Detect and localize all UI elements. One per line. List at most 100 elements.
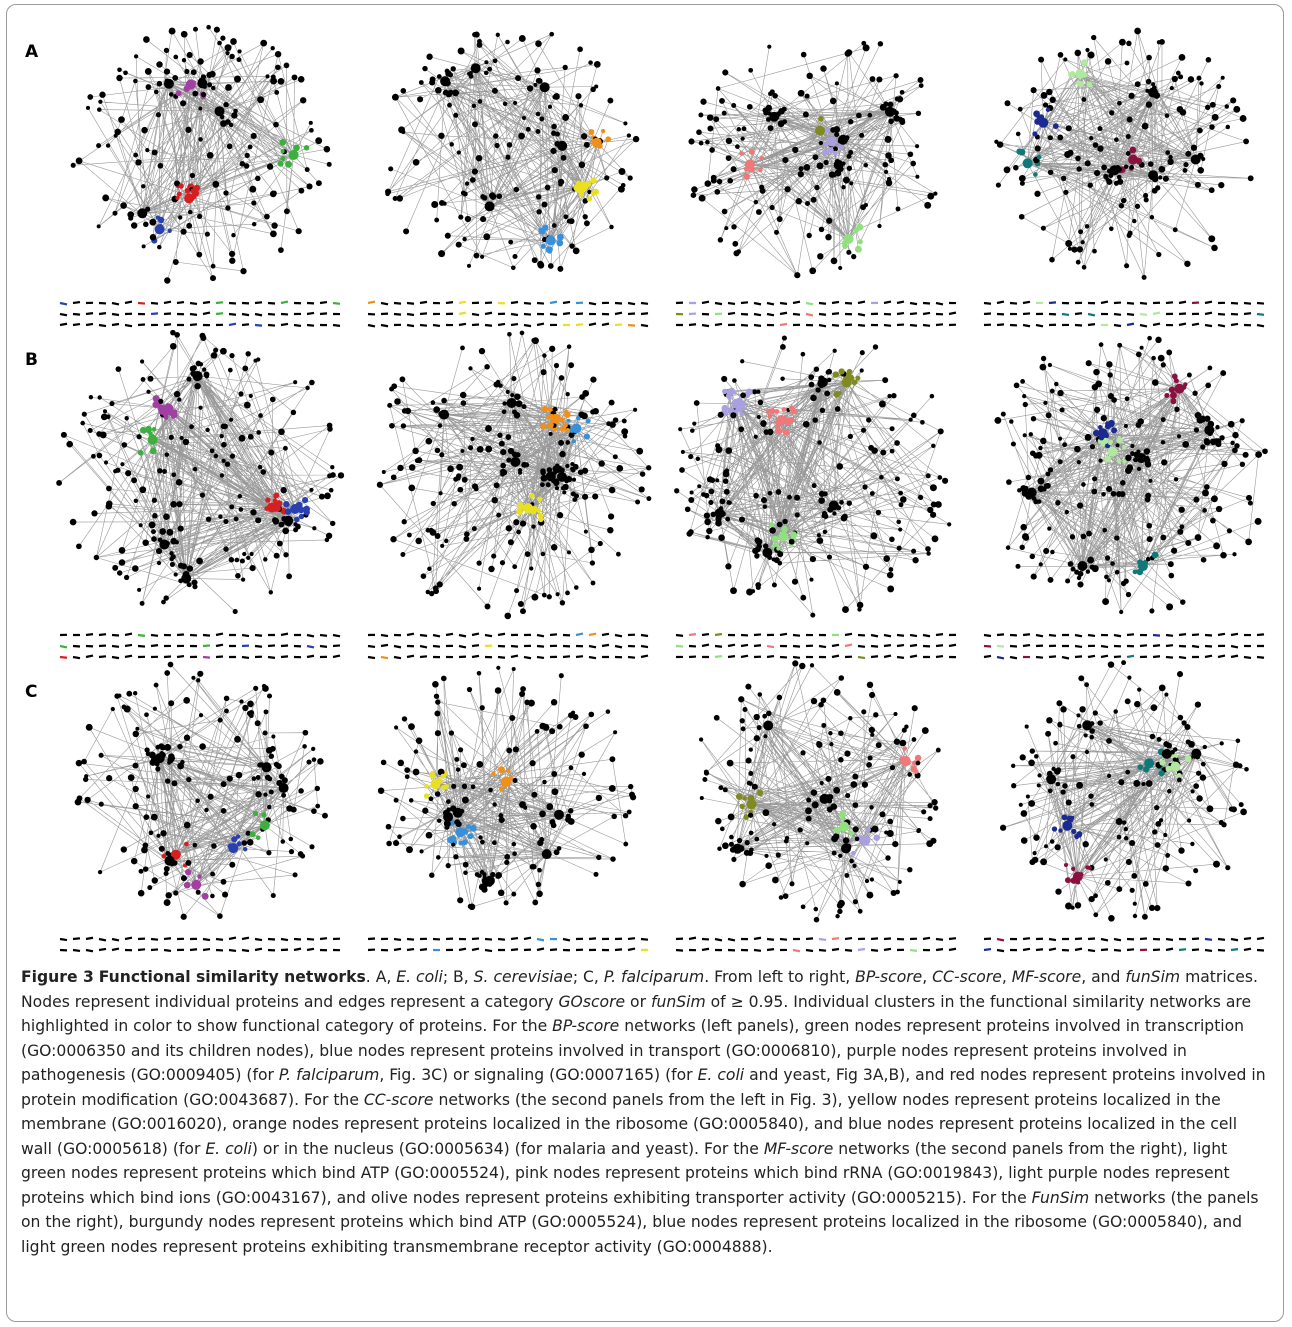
network-node	[123, 705, 131, 713]
small-component	[627, 301, 636, 306]
network-node	[1220, 75, 1225, 80]
small-component	[510, 936, 519, 941]
network-hub	[1161, 748, 1172, 759]
small-component	[1009, 655, 1018, 660]
small-component	[627, 655, 636, 659]
network-node	[852, 802, 859, 808]
small-component	[150, 644, 159, 648]
network-node	[329, 520, 336, 527]
small-component	[996, 655, 1005, 660]
small-component	[766, 301, 775, 306]
network-node	[831, 850, 837, 856]
small-component	[280, 632, 289, 637]
network-node	[511, 841, 517, 847]
network-node	[223, 546, 229, 552]
network-node	[328, 487, 334, 493]
network-node	[1126, 232, 1132, 238]
network-node	[1168, 572, 1175, 579]
network-node	[164, 743, 172, 751]
network-node	[800, 904, 806, 910]
network-node	[739, 412, 744, 417]
network-node	[278, 428, 285, 436]
network-node	[415, 537, 422, 545]
network-node	[1013, 382, 1020, 389]
network-node	[392, 196, 398, 201]
network-node	[1168, 386, 1176, 393]
network-node	[1024, 724, 1029, 729]
network-node	[558, 439, 565, 446]
network-node	[594, 84, 599, 89]
small-component	[870, 644, 879, 648]
network-node	[722, 787, 728, 793]
small-component	[306, 937, 315, 941]
network-node	[869, 76, 876, 82]
small-component	[1126, 948, 1135, 952]
network-node	[225, 51, 230, 56]
network-node	[404, 407, 412, 415]
network-node	[193, 26, 198, 32]
network-node	[935, 747, 941, 753]
network-node	[722, 842, 729, 850]
network-node	[309, 127, 314, 133]
network-node	[1147, 161, 1154, 167]
network-node	[1247, 500, 1253, 506]
small-component	[614, 644, 623, 649]
small-component	[1178, 322, 1187, 327]
network-node	[775, 489, 782, 495]
network-node	[524, 551, 531, 557]
network-node	[765, 862, 772, 869]
network-node	[1043, 547, 1050, 555]
small-component	[1204, 300, 1213, 305]
network-node	[220, 423, 226, 429]
small-component	[72, 312, 81, 316]
small-component	[935, 644, 944, 648]
network-node	[1087, 865, 1092, 871]
network-node	[703, 769, 709, 775]
network-hub	[1191, 748, 1202, 759]
network-node	[721, 375, 728, 382]
network-node	[255, 517, 262, 524]
small-component	[909, 654, 918, 659]
small-component	[575, 655, 584, 659]
small-component	[753, 301, 762, 306]
network-node	[1093, 368, 1100, 376]
network-node	[140, 377, 146, 382]
network-node	[753, 735, 760, 742]
caption-italic: P. falciparum	[278, 1066, 380, 1084]
network-node	[626, 809, 632, 815]
network-node	[762, 504, 768, 509]
network-node	[476, 445, 484, 453]
network-node	[240, 577, 246, 582]
network-node	[578, 751, 585, 758]
network-node	[164, 452, 170, 457]
network-node	[609, 224, 614, 230]
network-node	[743, 814, 749, 820]
network-node	[1017, 488, 1022, 493]
network-node	[590, 177, 597, 184]
small-component	[1022, 312, 1031, 316]
network-hub	[439, 409, 450, 420]
network-node	[490, 871, 496, 878]
network-node	[559, 450, 566, 458]
small-component	[909, 643, 918, 648]
network-node	[838, 143, 844, 150]
network-node	[185, 868, 192, 876]
network-node	[1101, 164, 1108, 171]
network-node	[233, 516, 239, 522]
network-node	[790, 531, 798, 539]
network-node	[163, 595, 169, 601]
network-node	[875, 509, 882, 516]
network-node	[788, 538, 795, 545]
network-node	[1071, 866, 1076, 871]
small-component	[627, 323, 636, 327]
network-node	[725, 137, 733, 145]
small-component	[1243, 947, 1252, 952]
network-hub	[1072, 871, 1083, 882]
network-node	[1185, 150, 1192, 157]
network-node	[436, 855, 441, 860]
network-node	[798, 166, 804, 172]
network-node	[126, 690, 133, 697]
network-node	[887, 572, 894, 578]
network-node	[388, 166, 394, 172]
network-node	[1076, 166, 1082, 172]
